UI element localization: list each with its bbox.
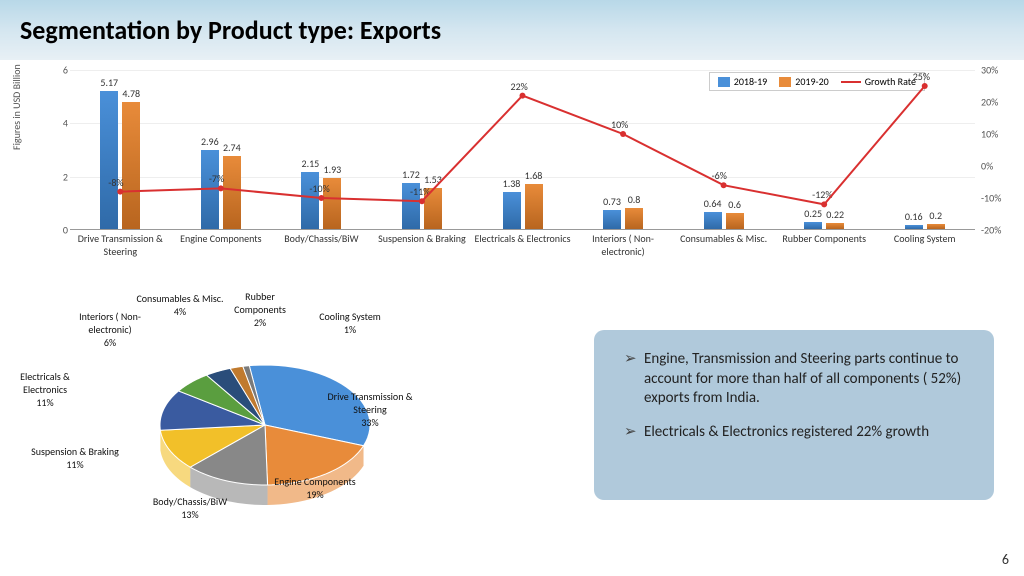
bar-2018 [301, 172, 319, 229]
category-label: Cooling System [875, 232, 975, 245]
y-axis-right: -20%-10%0%10%20%30% [979, 70, 1009, 230]
legend-swatch-icon [718, 77, 730, 87]
bullet-2: Electricals & Electronics registered 22%… [624, 423, 974, 443]
pie-label: Consumables & Misc.4% [135, 292, 225, 318]
legend-item-2019: 2019-20 [779, 75, 828, 88]
bar-2018 [201, 150, 219, 229]
category-label: Body/Chassis/BiW [271, 232, 371, 245]
bar-2019 [625, 208, 643, 229]
slide-title: Segmentation by Product type: Exports [20, 14, 441, 46]
bar-2018 [704, 212, 722, 229]
bullet-1: Engine, Transmission and Steering parts … [624, 350, 974, 409]
y-axis-label: Figures in USD Billion [10, 64, 23, 150]
category-label: Electricals & Electronics [473, 232, 573, 245]
pie-label: Drive Transmission & Steering33% [310, 390, 430, 429]
bar-2019 [122, 102, 140, 229]
legend-item-2018: 2018-19 [718, 75, 767, 88]
pie-label: Cooling System1% [310, 310, 390, 336]
pie-label: Body/Chassis/BiW13% [140, 495, 240, 521]
bar-2019 [726, 213, 744, 229]
category-label: Engine Components [171, 232, 271, 245]
bar-2018 [905, 225, 923, 229]
pie-chart: Drive Transmission & Steering33% Engine C… [40, 300, 490, 560]
pie-label: Suspension & Braking11% [20, 445, 130, 471]
bar-2018 [503, 192, 521, 229]
slide-header: Segmentation by Product type: Exports [0, 0, 1024, 60]
bar-2018 [100, 91, 118, 229]
bar-2018 [804, 222, 822, 229]
bar-chart: Figures in USD Billion 0246 -20%-10%0%10… [15, 70, 1009, 290]
bar-2019 [927, 224, 945, 229]
pie-label: Rubber Components2% [220, 290, 300, 329]
bar-2018 [603, 210, 621, 229]
page-number: 6 [1002, 551, 1009, 568]
bar-2019 [525, 184, 543, 229]
legend-swatch-icon [779, 77, 791, 87]
y-axis-left: 0246 [50, 70, 70, 230]
legend-line-icon [841, 81, 861, 83]
bar-2019 [223, 156, 241, 229]
legend-item-growth: Growth Rate [841, 75, 916, 88]
category-label: Drive Transmission & Steering [70, 232, 170, 258]
category-label: Suspension & Braking [372, 232, 472, 245]
pie-label: Electricals & Electronics11% [0, 370, 90, 409]
plot-area: 2018-19 2019-20 Growth Rate 5.174.78Driv… [70, 70, 975, 230]
bar-2019 [826, 223, 844, 229]
category-label: Consumables & Misc. [674, 232, 774, 245]
legend: 2018-19 2019-20 Growth Rate [709, 72, 925, 91]
category-label: Rubber Components [774, 232, 874, 245]
pie-label: Engine Components19% [260, 475, 370, 501]
callout-box: Engine, Transmission and Steering parts … [594, 330, 994, 500]
category-label: Interiors ( Non-electronic) [573, 232, 673, 258]
